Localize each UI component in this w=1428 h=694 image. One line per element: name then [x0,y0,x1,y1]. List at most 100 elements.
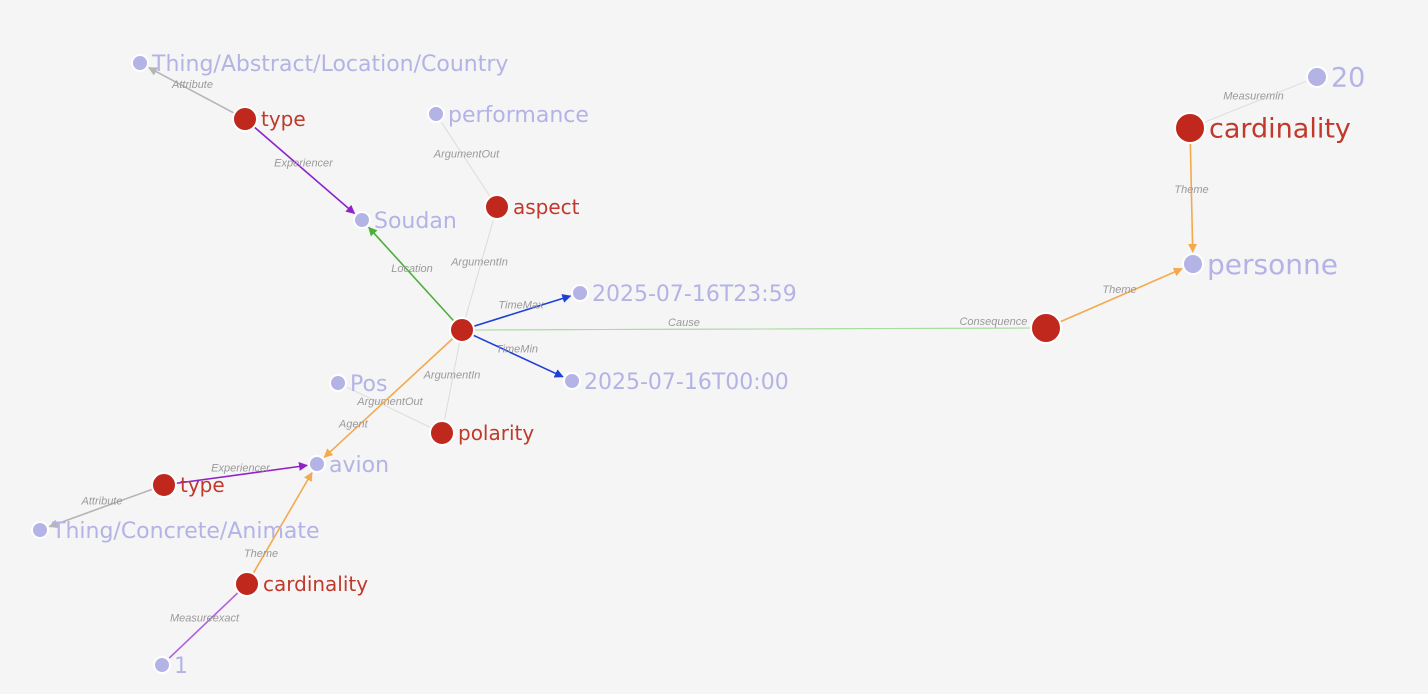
edge-label: ArgumentIn [423,370,481,382]
concept-node-dot[interactable] [1306,66,1328,88]
edge-line[interactable] [253,126,356,215]
edge-label: TimeMin [496,344,538,356]
node-label: Soudan [374,209,457,234]
node-label: polarity [458,421,534,445]
edge-line[interactable] [464,220,494,319]
predicate-node-dot[interactable] [1030,312,1062,344]
predicate-node-dot[interactable] [429,420,455,446]
node-one[interactable]: 1 [153,654,188,679]
edge-label: Location [391,263,433,275]
predicate-node-dot[interactable] [151,472,177,498]
edge-label: Consequence [959,316,1027,328]
edge-argumentin[interactable]: ArgumentIn [423,341,481,420]
edge-line[interactable] [252,471,313,575]
node-label: 2025-07-16T23:59 [592,282,797,307]
node-aspect[interactable]: aspect [484,194,580,220]
node-animate[interactable]: Thing/Concrete/Animate [31,519,320,544]
edge-label: TimeMax [498,300,544,312]
concept-node-dot[interactable] [427,105,445,123]
node-tmin[interactable]: 2025-07-16T00:00 [563,370,789,395]
edge-attribute[interactable]: Attribute [148,66,235,115]
edge-label: Attribute [171,79,213,91]
concept-node-dot[interactable] [153,656,171,674]
edge-line[interactable] [1059,267,1183,323]
edge-line[interactable] [473,294,572,328]
concept-node-dot[interactable] [563,372,581,390]
concept-node-dot[interactable] [329,374,347,392]
edge-argumentin[interactable]: ArgumentIn [450,220,508,319]
predicate-node-dot[interactable] [449,317,475,343]
edge-line[interactable] [175,462,308,485]
node-tmax[interactable]: 2025-07-16T23:59 [571,282,797,307]
edges-layer: Attribute Experiencer ArgumentOut ArgumentI… [48,66,1307,659]
edge-theme[interactable]: Theme [244,471,313,575]
concept-node-dot[interactable] [571,284,589,302]
edge-line[interactable] [441,122,491,198]
edge-label: Theme [244,548,278,560]
node-label: cardinality [1209,114,1351,145]
node-label: aspect [513,195,580,219]
node-label: Pos [350,372,387,397]
edge-line[interactable] [475,327,1032,331]
edge-label: Agent [338,419,369,431]
node-country[interactable]: Thing/Abstract/Location/Country [131,52,508,77]
edge-line[interactable] [323,337,454,458]
edge-line[interactable] [48,488,153,529]
edge-theme[interactable]: Theme [1174,142,1209,253]
node-performance[interactable]: performance [427,103,589,128]
concept-node-dot[interactable] [1182,253,1204,275]
node-polarity[interactable]: polarity [429,420,534,446]
node-label: type [180,473,225,497]
node-pos[interactable]: Pos [329,372,387,397]
edge-argumentout[interactable]: ArgumentOut [346,386,432,429]
edge-attribute[interactable]: Attribute [48,488,153,529]
edge-label: Theme [1102,284,1136,296]
edge-label: Attribute [81,496,123,508]
edge-experiencer[interactable]: Experiencer [175,462,308,485]
edge-theme[interactable]: Theme [1059,267,1183,323]
node-type2[interactable]: type [151,472,225,498]
edge-line[interactable] [1188,142,1198,253]
edge-line[interactable] [368,226,455,322]
node-event[interactable] [449,317,475,343]
node-type1[interactable]: type [232,106,306,132]
edge-line[interactable] [346,386,432,429]
concept-node-dot[interactable] [31,521,49,539]
node-conseq[interactable] [1030,312,1062,344]
node-personne[interactable]: personne [1182,248,1338,281]
predicate-node-dot[interactable] [234,571,260,597]
concept-node-dot[interactable] [131,54,149,72]
edge-line[interactable] [168,591,239,659]
node-label: avion [329,453,389,478]
edge-measuremin[interactable]: Measuremin [1203,81,1307,123]
edge-line[interactable] [1203,81,1307,123]
predicate-node-dot[interactable] [1174,112,1206,144]
edge-measureexact[interactable]: Measureexact [168,591,240,659]
predicate-node-dot[interactable] [484,194,510,220]
node-card1[interactable]: cardinality [1174,112,1351,145]
edge-timemax[interactable]: TimeMax [473,294,572,328]
edge-line[interactable] [444,341,461,420]
edge-timemin[interactable]: TimeMin [472,334,564,378]
edge-label: Theme [1174,184,1208,196]
node-label: 2025-07-16T00:00 [584,370,789,395]
node-label: personne [1207,248,1338,281]
edge-label: Cause [668,317,700,329]
edge-label: ArgumentOut [433,149,500,161]
concept-node-dot[interactable] [308,455,326,473]
node-avion[interactable]: avion [308,453,389,478]
concept-node-dot[interactable] [353,211,371,229]
edge-line[interactable] [472,334,564,378]
edge-line[interactable] [148,66,235,115]
node-card2[interactable]: cardinality [234,571,368,597]
edge-experiencer[interactable]: Experiencer [253,126,356,215]
edge-agent[interactable]: Agent [323,337,454,458]
node-twenty[interactable]: 20 [1306,63,1365,94]
edge-location[interactable]: Location [368,226,455,322]
node-label: type [261,107,306,131]
edge-argumentout[interactable]: ArgumentOut [433,122,500,198]
node-soudan[interactable]: Soudan [353,209,457,234]
predicate-node-dot[interactable] [232,106,258,132]
edge-consequence[interactable]: Consequence [475,316,1032,331]
